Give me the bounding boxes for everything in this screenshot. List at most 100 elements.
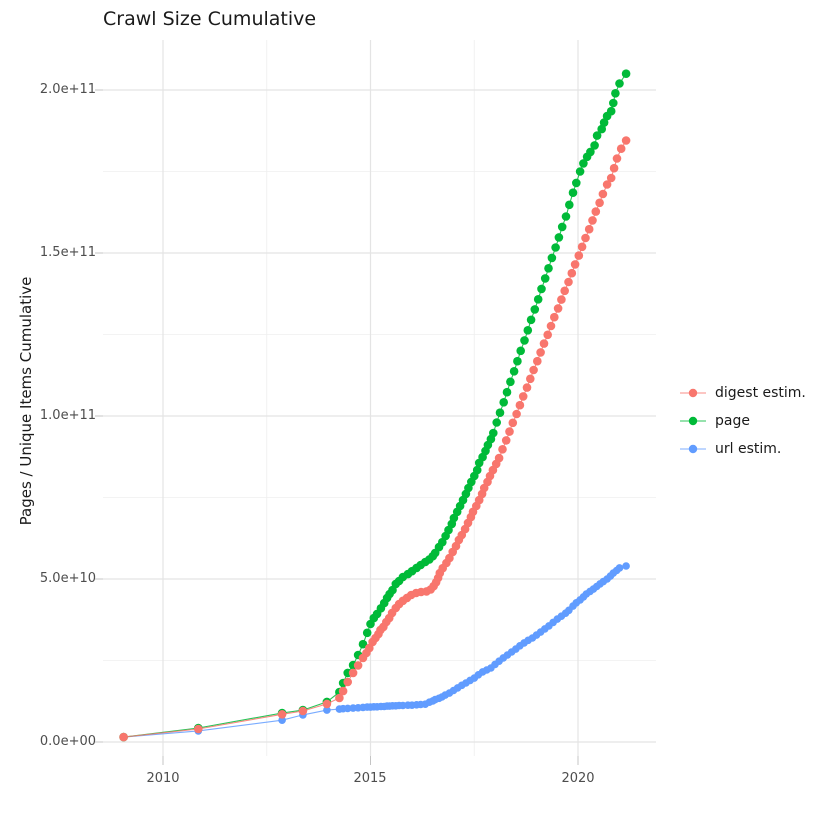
legend-label: digest estim. [715, 385, 806, 401]
data-point [501, 436, 511, 445]
data-point [472, 465, 482, 475]
data-point [621, 69, 631, 78]
data-point [621, 136, 631, 145]
data-point [561, 212, 571, 221]
data-point [502, 387, 512, 397]
data-point [557, 295, 566, 304]
data-point [513, 356, 522, 366]
data-point [574, 251, 584, 260]
legend-item-url-estim: url estim. [679, 440, 806, 458]
data-point [616, 144, 626, 153]
series-url-estim [119, 562, 630, 741]
data-point [606, 173, 616, 183]
legend-label: page [715, 413, 750, 429]
data-point [544, 264, 553, 273]
data-point [622, 562, 630, 570]
data-point [540, 274, 550, 283]
y-tick-label: 0.0e+00 [39, 734, 96, 749]
data-point [597, 124, 606, 134]
y-tick-label: 1.0e+11 [39, 408, 96, 423]
data-point [348, 668, 358, 678]
data-point [609, 163, 619, 173]
data-point [598, 189, 608, 199]
data-point [602, 180, 612, 189]
data-point [543, 330, 552, 340]
data-point [537, 284, 546, 294]
legend-item-digest-estim: digest estim. [679, 384, 806, 402]
y-tick-label: 5.0e+10 [39, 571, 96, 586]
data-point [599, 118, 609, 127]
series-page [119, 69, 631, 742]
data-point [612, 154, 622, 163]
data-point [606, 106, 616, 116]
legend-label: url estim. [715, 441, 782, 457]
data-point [615, 564, 624, 572]
data-point [489, 428, 498, 438]
data-point [343, 677, 352, 687]
data-point [526, 315, 536, 325]
data-point [577, 242, 587, 252]
data-point [590, 141, 599, 150]
data-point [512, 409, 521, 419]
data-point [498, 445, 507, 454]
data-point [592, 131, 602, 140]
data-point [584, 224, 594, 234]
data-point [568, 188, 578, 197]
data-point [522, 383, 532, 392]
data-point [518, 392, 528, 401]
data-point [575, 167, 585, 176]
data-point [581, 233, 590, 243]
legend-key-icon [680, 416, 706, 426]
data-point [546, 321, 556, 331]
data-point [343, 704, 352, 713]
x-tick-label: 2010 [146, 771, 180, 786]
data-point [529, 365, 538, 375]
legend: digest estim. page url estim. [679, 384, 806, 458]
data-point [506, 377, 515, 387]
series-digest-estim [119, 136, 631, 742]
data-point [495, 408, 505, 418]
data-point [539, 339, 549, 348]
data-point [557, 222, 567, 232]
data-point [515, 400, 525, 410]
data-point [494, 453, 504, 463]
data-point [536, 348, 545, 357]
data-point [595, 198, 604, 208]
x-tick-label: 2015 [353, 771, 387, 786]
data-point [298, 706, 308, 716]
chart-title: Crawl Size Cumulative [103, 8, 317, 30]
data-point [499, 398, 509, 407]
data-point [615, 79, 624, 88]
y-axis-title: Pages / Unique Items Cumulative [17, 276, 35, 526]
data-point [547, 253, 557, 263]
data-point [591, 207, 601, 216]
data-point [508, 418, 518, 428]
data-point [505, 427, 514, 436]
data-point [520, 336, 529, 345]
data-point [277, 710, 287, 719]
data-point [554, 233, 564, 242]
data-point [570, 260, 580, 269]
data-point [533, 295, 543, 304]
legend-item-page: page [679, 412, 806, 430]
legend-key-icon [680, 388, 706, 398]
data-point [523, 326, 533, 335]
data-point [353, 661, 363, 670]
data-point [323, 706, 331, 714]
y-tick-label: 1.5e+11 [39, 245, 96, 260]
data-point [565, 200, 574, 210]
data-point [278, 716, 286, 724]
data-point [335, 693, 344, 703]
data-point [564, 277, 573, 287]
series-line [123, 565, 627, 738]
data-point [550, 312, 559, 322]
data-point [516, 346, 525, 356]
data-point [567, 268, 577, 278]
data-point [194, 724, 203, 734]
legend-key-icon [680, 444, 706, 454]
data-point [609, 98, 618, 108]
y-tick-label: 2.0e+11 [39, 82, 96, 97]
data-point [551, 243, 560, 252]
data-point [338, 686, 348, 696]
plot-area [95, 40, 656, 765]
